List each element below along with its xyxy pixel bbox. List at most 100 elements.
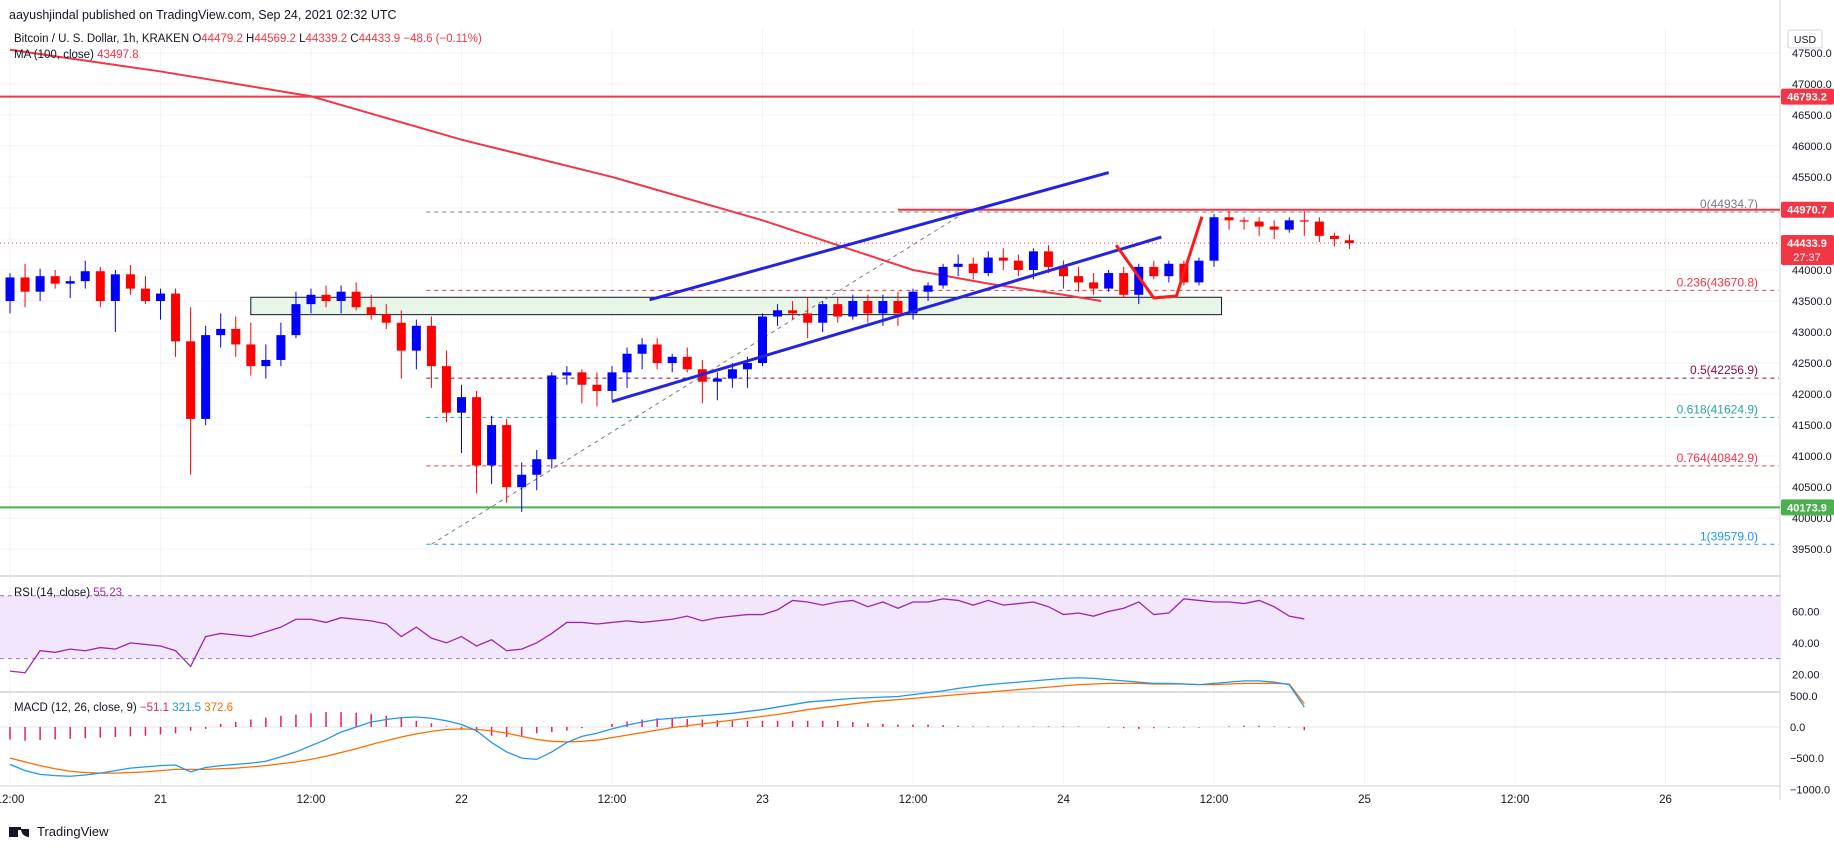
macd-pane: MACD (12, 26, close, 9) −51.1 321.5 372.… bbox=[0, 677, 1830, 796]
candle-body bbox=[1329, 235, 1339, 239]
candle-body bbox=[607, 372, 617, 391]
fib-level-label: 0.236(43670.8) bbox=[1677, 275, 1758, 289]
candle-body bbox=[20, 277, 30, 292]
macd-line bbox=[9, 677, 1305, 777]
candle-body bbox=[1134, 266, 1144, 295]
candle-body bbox=[622, 353, 632, 373]
legend-token: 44339.2 bbox=[306, 33, 351, 45]
candle-body bbox=[878, 301, 888, 314]
candle-body bbox=[441, 366, 451, 413]
rsi-band bbox=[0, 595, 1780, 659]
candle-body bbox=[833, 304, 843, 317]
chart-footer: TradingView bbox=[0, 818, 1834, 848]
candle-body bbox=[998, 257, 1008, 261]
candle-body bbox=[276, 335, 286, 360]
candle-body bbox=[517, 474, 527, 488]
candle-body bbox=[186, 341, 196, 419]
candle-body bbox=[908, 291, 918, 314]
candle-body bbox=[667, 356, 677, 364]
candle-body bbox=[818, 304, 828, 323]
legend-token: −51.1 bbox=[140, 702, 172, 714]
candle-body bbox=[727, 369, 737, 379]
rsi-tick-label: 60.00 bbox=[1792, 606, 1820, 618]
price-tick-label: 43500.0 bbox=[1792, 296, 1832, 308]
resistance-top-price-tag-label: 46793.2 bbox=[1787, 92, 1827, 104]
support-price-tag bbox=[1781, 499, 1834, 516]
fib-level-label: 0.764(40842.9) bbox=[1677, 451, 1758, 465]
candle-body bbox=[35, 276, 45, 292]
candle-body bbox=[1284, 220, 1294, 230]
fib-level-label: 0(44934.7) bbox=[1700, 197, 1758, 211]
candle-body bbox=[95, 271, 105, 301]
macd-tick-label: −500.0 bbox=[1790, 753, 1824, 765]
resistance-top-price-tag bbox=[1781, 88, 1834, 105]
rsi-tick-label: 40.00 bbox=[1792, 638, 1820, 650]
price-tick-label: 40500.0 bbox=[1792, 482, 1832, 494]
time-tick-label: 12:00 bbox=[899, 794, 928, 806]
candle-body bbox=[1269, 226, 1279, 230]
candle-body bbox=[80, 271, 90, 282]
chart-legend: Bitcoin / U. S. Dollar, 1h, KRAKEN O4447… bbox=[14, 33, 482, 61]
time-tick-label: 21 bbox=[154, 794, 167, 806]
channel-lower-line bbox=[611, 235, 1162, 403]
candle-body bbox=[261, 359, 271, 367]
candle-body bbox=[366, 307, 376, 315]
candle-body bbox=[291, 304, 301, 336]
time-tick-label: 26 bbox=[1659, 794, 1672, 806]
candle-body bbox=[381, 314, 391, 323]
candle-body bbox=[577, 372, 587, 385]
candle-body bbox=[140, 288, 150, 301]
candle-body bbox=[472, 397, 482, 466]
chart-header: aayushjindal published on TradingView.co… bbox=[0, 0, 1834, 30]
candle-body bbox=[171, 293, 181, 342]
candle-body bbox=[1013, 260, 1023, 270]
legend-token: 55.23 bbox=[93, 587, 122, 599]
candle-body bbox=[1074, 276, 1084, 283]
fibonacci-retracement: 0(44934.7) 0.236(43670.8) 0.5(42256.9) 0.61… bbox=[426, 197, 1779, 545]
candle-body bbox=[848, 301, 858, 317]
candle-body bbox=[742, 363, 752, 370]
candle-body bbox=[1149, 266, 1159, 277]
candle-body bbox=[396, 322, 406, 351]
candle-body bbox=[65, 281, 75, 284]
candle-body bbox=[788, 310, 798, 314]
legend-token: MACD (12, 26, close, 9) bbox=[14, 702, 140, 714]
candle-body bbox=[953, 263, 963, 267]
candle-body bbox=[758, 316, 767, 364]
candle-body bbox=[110, 274, 120, 301]
time-tick-label: 12:00 bbox=[1501, 794, 1530, 806]
legend-token: L bbox=[299, 33, 306, 45]
candle-body bbox=[803, 313, 813, 323]
time-axis: 12:00 21 12:00 22 12:00 23 12:00 24 12:00 25 12:00… bbox=[0, 794, 1672, 806]
currency-label: USD bbox=[1794, 34, 1817, 46]
candle-body bbox=[1344, 240, 1354, 244]
candle-body bbox=[231, 328, 241, 345]
candle-body bbox=[1314, 221, 1324, 236]
legend-token: Bitcoin / U. S. Dollar, 1h, KRAKEN bbox=[14, 33, 192, 45]
legend-token: −48.6 (−0.11%) bbox=[403, 33, 482, 45]
tradingview-logo[interactable]: TradingView bbox=[9, 824, 109, 839]
price-tick-label: 47500.0 bbox=[1792, 48, 1832, 60]
candle-body bbox=[1299, 220, 1309, 222]
support-zone bbox=[250, 296, 1223, 316]
price-tick-label: 42000.0 bbox=[1792, 389, 1832, 401]
legend-token: 44433.9 bbox=[359, 33, 404, 45]
candle-body bbox=[652, 344, 662, 364]
time-tick-label: 12:00 bbox=[598, 794, 627, 806]
candle-body bbox=[938, 266, 948, 286]
candle-body bbox=[156, 293, 165, 301]
candle-body bbox=[216, 328, 226, 336]
candle-body bbox=[306, 294, 316, 305]
legend-token: 321.5 bbox=[172, 702, 204, 714]
price-tick-label: 40000.0 bbox=[1792, 513, 1832, 525]
candle-body bbox=[457, 397, 466, 413]
legend-token: C bbox=[350, 33, 358, 45]
candle-body bbox=[1164, 263, 1174, 277]
candle-body bbox=[532, 459, 542, 475]
moving-average-line bbox=[9, 48, 1102, 302]
candle-body bbox=[201, 335, 211, 419]
legend-token: 43497.8 bbox=[97, 49, 139, 61]
candle-body bbox=[426, 325, 436, 367]
candle-body bbox=[1028, 251, 1038, 270]
